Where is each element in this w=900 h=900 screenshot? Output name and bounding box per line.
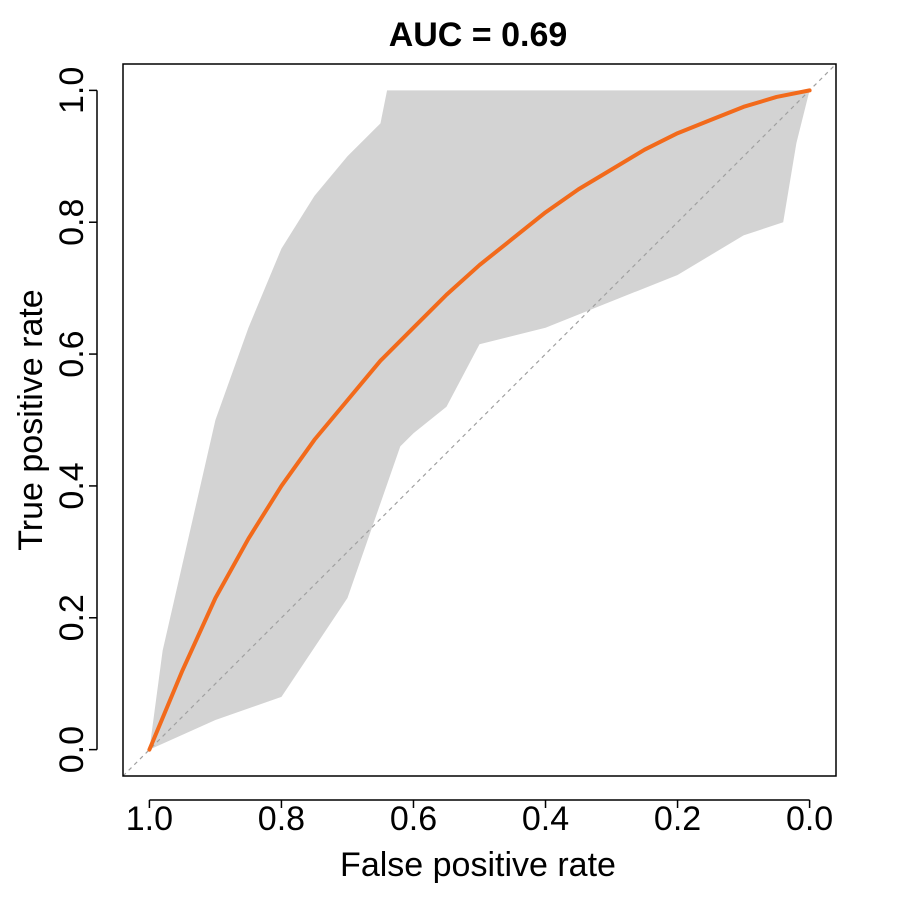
- y-tick-label: 0.4: [53, 462, 91, 509]
- x-tick-label: 0.8: [258, 800, 305, 838]
- y-axis-title: True positive rate: [12, 289, 50, 550]
- y-tick-label: 1.0: [53, 67, 91, 114]
- x-tick-label: 1.0: [126, 800, 173, 838]
- y-tick-label: 0.6: [53, 330, 91, 377]
- plot-frame: [122, 63, 837, 777]
- y-tick-label: 0.8: [53, 199, 91, 246]
- y-axis: 0.0 0.2 0.4 0.6 0.8 1.0: [53, 67, 98, 773]
- x-tick-label: 0.4: [522, 800, 569, 838]
- x-tick-label: 0.0: [786, 800, 833, 838]
- x-axis: 1.0 0.8 0.6 0.4 0.2 0.0: [126, 799, 833, 838]
- chart-title: AUC = 0.69: [389, 16, 568, 54]
- x-axis-title: False positive rate: [340, 846, 616, 884]
- x-tick-label: 0.2: [654, 800, 701, 838]
- y-tick-label: 0.0: [53, 726, 91, 773]
- roc-curve-line: [147, 88, 812, 752]
- x-tick-label: 0.6: [390, 800, 437, 838]
- y-tick-label: 0.2: [53, 594, 91, 641]
- plot-layer: [122, 63, 837, 777]
